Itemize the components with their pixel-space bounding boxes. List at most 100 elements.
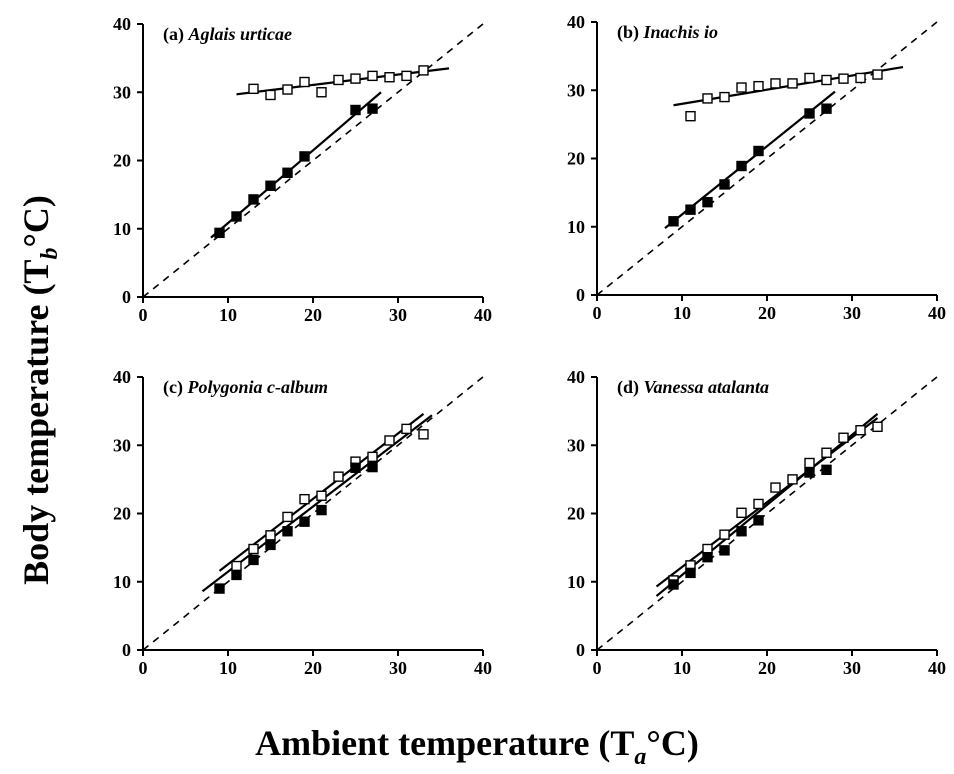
data-point-open <box>367 451 378 463</box>
y-tick-label: 0 <box>576 285 585 305</box>
data-point-open <box>838 73 849 84</box>
data-point-filled <box>719 545 730 556</box>
reference-line-1to1 <box>142 23 484 298</box>
data-point-filled <box>668 579 679 590</box>
panel-b: 0 10 20 30 40 0 10 20 30 40 (b) Inachis io <box>567 12 946 323</box>
x-tick-label: 0 <box>593 303 602 323</box>
panel-letter: (b) <box>617 22 644 43</box>
y-tick-label: 40 <box>113 14 131 34</box>
data-point-filled <box>265 539 276 551</box>
data-point-filled <box>821 464 832 476</box>
data-point-open <box>384 435 395 446</box>
x-tick-label: 20 <box>758 303 776 323</box>
data-point-open <box>855 425 866 436</box>
data-point-open <box>753 498 764 510</box>
data-point-filled <box>367 461 378 473</box>
x-tick-label: 30 <box>389 305 407 325</box>
data-point-open <box>872 69 883 80</box>
panel-letter: (c) <box>163 377 187 398</box>
data-point-open <box>316 490 327 501</box>
x-tick-label: 0 <box>139 658 148 678</box>
y-tick-label: 10 <box>567 572 585 592</box>
data-point-filled <box>231 569 242 581</box>
data-point-open <box>401 423 412 435</box>
panel-c: 0 10 20 30 40 0 10 20 30 40 (c) Polygonia c-album <box>113 367 492 678</box>
x-tick-label: 40 <box>928 303 946 323</box>
data-point-filled <box>702 196 713 208</box>
data-point-filled <box>282 526 293 537</box>
x-tick-label: 10 <box>673 303 691 323</box>
data-point-filled <box>685 567 696 579</box>
panel-title: (b) Inachis io <box>617 22 718 43</box>
x-tick-label: 40 <box>474 658 492 678</box>
panel-title: (d) Vanessa atalanta <box>617 377 769 398</box>
data-point-open <box>787 78 798 89</box>
data-point-filled <box>719 179 730 190</box>
reference-line-1to1 <box>142 376 484 651</box>
panel-d: 0 10 20 30 40 0 10 20 30 40 (d) Vanessa atalanta <box>567 367 946 678</box>
x-axis-title: Ambient temperature (Ta°C) <box>0 722 954 770</box>
y-tick-label: 10 <box>113 219 131 239</box>
data-point-filled <box>231 211 242 222</box>
y-tick-label: 30 <box>113 82 131 102</box>
panel-letter: (a) <box>163 24 189 45</box>
y-tick-label: 20 <box>113 504 131 524</box>
data-point-filled <box>736 526 747 537</box>
data-point-filled <box>214 583 225 594</box>
data-point-filled <box>702 551 713 563</box>
data-point-filled <box>668 216 679 227</box>
data-point-open <box>248 543 259 555</box>
data-point-filled <box>248 194 259 205</box>
data-point-open <box>282 84 293 95</box>
x-tick-label: 20 <box>758 658 776 678</box>
y-tick-label: 30 <box>567 80 585 100</box>
species-name: Vanessa atalanta <box>644 377 770 397</box>
y-tick-label: 0 <box>122 287 131 307</box>
data-point-open <box>685 110 696 122</box>
data-point-open <box>316 87 327 98</box>
data-point-open <box>719 529 730 540</box>
data-point-open <box>787 474 798 485</box>
x-tick-label: 10 <box>219 305 237 325</box>
data-point-open <box>299 493 310 505</box>
data-point-open <box>231 560 242 572</box>
species-name: Polygonia c-album <box>186 377 328 397</box>
data-point-open <box>265 530 276 541</box>
species-name: Aglais urticae <box>188 24 293 44</box>
data-point-open <box>838 432 849 443</box>
data-point-open <box>736 82 747 93</box>
species-name: Inachis io <box>643 22 719 42</box>
data-point-open <box>855 72 866 84</box>
data-point-open <box>821 74 832 86</box>
data-point-open <box>872 421 883 433</box>
data-point-open <box>333 471 344 482</box>
y-tick-label: 40 <box>567 12 585 32</box>
data-point-filled <box>736 160 747 172</box>
x-tick-label: 30 <box>843 658 861 678</box>
data-point-open <box>770 78 781 89</box>
data-point-open <box>821 447 832 458</box>
data-point-filled <box>214 227 225 239</box>
data-point-open <box>299 76 310 88</box>
reference-line-1to1 <box>596 376 938 651</box>
data-point-filled <box>350 104 361 116</box>
data-point-filled <box>804 108 815 119</box>
x-tick-label: 0 <box>593 658 602 678</box>
y-tick-label: 40 <box>567 367 585 387</box>
panel-title: (c) Polygonia c-album <box>163 377 328 398</box>
fit-line-open <box>655 417 879 588</box>
data-point-filled <box>685 204 696 215</box>
data-point-open <box>702 93 713 104</box>
data-point-filled <box>804 467 815 478</box>
data-point-open <box>367 70 378 82</box>
reference-line-1to1 <box>596 21 938 296</box>
data-point-open <box>384 72 395 83</box>
data-point-filled <box>282 167 293 178</box>
x-tick-label: 0 <box>139 305 148 325</box>
x-tick-label: 40 <box>474 305 492 325</box>
x-axis-title-subscript: a <box>634 744 647 770</box>
x-axis-title-suffix: °C) <box>646 723 699 763</box>
x-tick-label: 10 <box>673 658 691 678</box>
data-point-filled <box>753 515 764 526</box>
